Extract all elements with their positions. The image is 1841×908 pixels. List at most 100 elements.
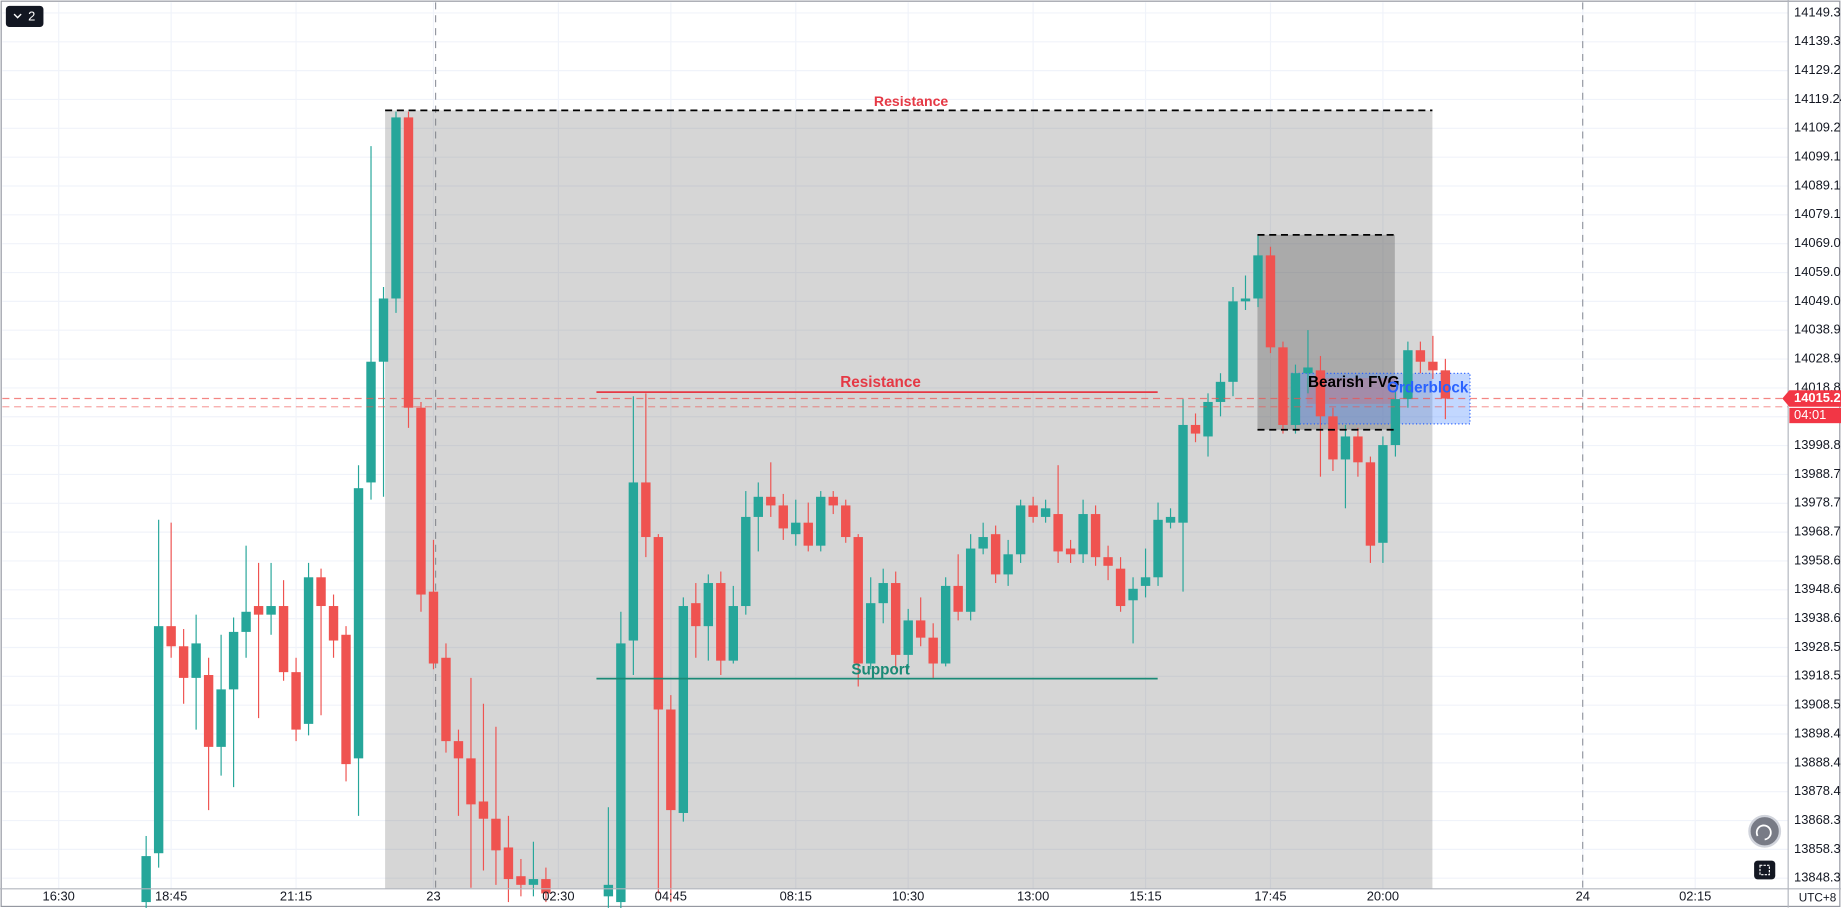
annotation: Orderblock [1387, 380, 1469, 397]
countdown: 04:01 [1794, 407, 1826, 422]
candle-body [403, 117, 414, 408]
candle-body [990, 534, 1001, 575]
y-tick-label: 14149.35 [1794, 4, 1841, 19]
y-tick-label: 13948.65 [1794, 581, 1841, 596]
x-tick-label: 13:00 [1017, 888, 1049, 903]
candle-body [1253, 255, 1263, 299]
candle-body [378, 298, 389, 362]
candle-body [328, 606, 339, 641]
y-tick-label: 13978.75 [1794, 495, 1841, 510]
candle-body [191, 643, 201, 678]
candle-body [1390, 399, 1401, 446]
price-label: 14015.20 [1794, 390, 1841, 405]
replay-icon [1755, 824, 1772, 841]
y-tick-label: 13958.68 [1794, 552, 1841, 567]
candle-body [940, 585, 951, 664]
countdown-bg [1789, 407, 1841, 424]
candle-body [953, 585, 963, 612]
x-tick-label: 02:15 [1679, 888, 1711, 903]
candle-body [1240, 298, 1251, 302]
candle-body [153, 626, 164, 854]
candle-body [716, 583, 726, 661]
candle-body [603, 884, 614, 897]
candle-body [878, 583, 888, 604]
candle-body [1078, 514, 1088, 555]
candle-body [1040, 508, 1051, 517]
candle-body [278, 606, 289, 673]
annotation: Resistance [874, 93, 949, 109]
y-tick-label: 13888.44 [1794, 754, 1841, 769]
y-tick-label: 14079.10 [1794, 206, 1841, 221]
candle-body [253, 606, 264, 615]
candle-body [1203, 401, 1213, 437]
candle-body [1053, 514, 1063, 552]
annotation: Support [851, 661, 909, 678]
candle-body [541, 879, 551, 894]
candle-body [1178, 424, 1188, 523]
y-tick-label: 14069.07 [1794, 235, 1841, 250]
candle-body [441, 657, 451, 742]
y-tick-label: 14038.96 [1794, 322, 1841, 337]
candle-body [791, 522, 801, 535]
candle-body [141, 856, 151, 903]
candle-body [766, 496, 776, 506]
x-tick-label: 20:00 [1367, 888, 1399, 903]
candle-body [1028, 505, 1038, 517]
candle-body [353, 488, 364, 759]
candle-body [491, 818, 501, 851]
y-tick-label: 13998.82 [1794, 437, 1841, 452]
y-tick-label: 14099.17 [1794, 149, 1841, 164]
candle-body [366, 361, 376, 483]
candle-body [753, 496, 763, 517]
y-tick-label: 14139.31 [1794, 33, 1841, 48]
candle-body [316, 577, 326, 607]
candle-body [915, 620, 926, 638]
candles [141, 111, 1451, 908]
candle-body [503, 847, 514, 880]
candle-body [1415, 350, 1426, 362]
annotation: Resistance [840, 374, 921, 391]
y-tick-label: 14049.00 [1794, 293, 1841, 308]
x-tick-label: 08:15 [780, 888, 812, 903]
candle-body [391, 117, 401, 299]
candle-body [803, 522, 813, 546]
candle-body [1365, 462, 1376, 546]
candle-body [1003, 554, 1013, 575]
screenshot-button [1754, 860, 1776, 880]
x-tick-label: 21:15 [280, 888, 312, 903]
y-tick-label: 14028.93 [1794, 350, 1841, 365]
candle-body [266, 606, 276, 615]
price-label-bg [1782, 390, 1841, 407]
candle-body [178, 646, 189, 678]
candle-body [1328, 416, 1338, 460]
y-tick-label: 13928.58 [1794, 639, 1841, 654]
candle-body [1353, 436, 1363, 463]
y-tick-label: 13858.33 [1794, 841, 1841, 856]
badge-count: 2 [28, 8, 35, 23]
candle-body [828, 496, 838, 506]
candle-body [528, 879, 539, 885]
y-tick-label: 13968.72 [1794, 524, 1841, 539]
candle-body [1190, 424, 1201, 434]
candle-body [1403, 350, 1413, 400]
candle-body [728, 606, 738, 661]
candle-body [1265, 255, 1276, 348]
zones [385, 110, 1471, 889]
y-tick-label: 13898.47 [1794, 725, 1841, 740]
x-tick-label: 10:30 [892, 888, 924, 903]
y-tick-label: 14089.14 [1794, 177, 1841, 192]
candle-body [1115, 568, 1126, 607]
candle-body [1165, 516, 1176, 523]
candle-body [341, 634, 351, 765]
candle-body [978, 537, 988, 549]
candle-body [691, 603, 701, 627]
candle-body [1340, 436, 1351, 460]
candle-body [678, 606, 689, 813]
candle-body [928, 637, 938, 664]
screenshot-icon [1759, 864, 1770, 876]
candle-body [516, 876, 526, 885]
candle-body [666, 709, 676, 811]
